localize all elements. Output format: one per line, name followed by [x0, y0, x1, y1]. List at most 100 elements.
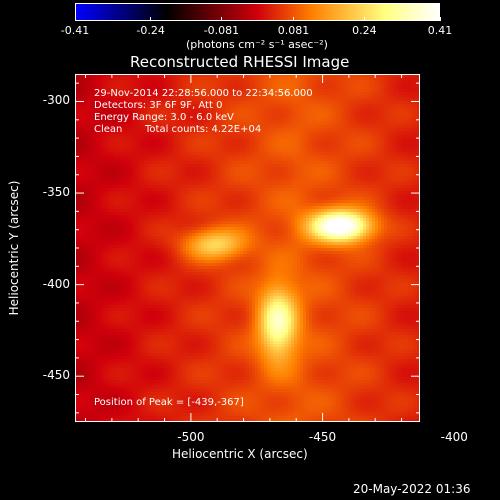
heatmap-cell: [90, 200, 94, 204]
heatmap-cell: [225, 194, 229, 198]
heatmap-cell: [330, 116, 334, 120]
heatmap-cell: [210, 77, 214, 81]
heatmap-cell: [243, 125, 247, 129]
heatmap-cell: [339, 77, 343, 81]
heatmap-cell: [288, 89, 292, 93]
heatmap-cell: [330, 152, 334, 156]
heatmap-cell: [108, 131, 112, 135]
heatmap-cell: [234, 137, 238, 141]
heatmap-cell: [399, 143, 403, 147]
heatmap-cell: [243, 83, 247, 87]
heatmap-cell: [336, 194, 340, 198]
heatmap-cell: [183, 203, 187, 207]
heatmap-cell: [180, 194, 184, 198]
heatmap-cell: [264, 131, 268, 135]
heatmap-cell: [348, 146, 352, 150]
heatmap-cell: [345, 167, 349, 171]
heatmap-cell: [270, 125, 274, 129]
heatmap-cell: [363, 143, 367, 147]
heatmap-cell: [372, 176, 376, 180]
heatmap-cell: [147, 176, 151, 180]
heatmap-cell: [417, 110, 420, 114]
colorbar-tick-mark: [74, 17, 76, 21]
heatmap-cell: [90, 128, 94, 132]
heatmap-cell: [363, 119, 367, 123]
heatmap-cell: [414, 194, 418, 198]
heatmap-cell: [255, 101, 259, 105]
heatmap-cell: [126, 77, 130, 81]
heatmap-cell: [192, 152, 196, 156]
heatmap-cell: [381, 179, 385, 183]
heatmap-cell: [186, 92, 190, 96]
heatmap-cell: [306, 197, 310, 201]
heatmap-cell: [357, 77, 361, 81]
heatmap-cell: [303, 149, 307, 153]
heatmap-cell: [405, 125, 409, 129]
heatmap-cell: [411, 92, 415, 96]
heatmap-cell: [324, 104, 328, 108]
heatmap-cell: [300, 107, 304, 111]
heatmap-cell: [384, 134, 388, 138]
heatmap-cell: [390, 83, 394, 87]
heatmap-cell: [96, 101, 100, 105]
heatmap-cell: [279, 161, 283, 165]
heatmap-cell: [396, 125, 400, 129]
heatmap-cell: [276, 173, 280, 177]
heatmap-cell: [234, 113, 238, 117]
heatmap-cell: [255, 140, 259, 144]
heatmap-cell: [378, 80, 382, 84]
heatmap-cell: [258, 101, 262, 105]
heatmap-cell: [381, 110, 385, 114]
heatmap-cell: [81, 143, 85, 147]
heatmap-cell: [321, 152, 325, 156]
heatmap-cell: [171, 194, 175, 198]
heatmap-cell: [156, 95, 160, 99]
heatmap-cell: [126, 143, 130, 147]
heatmap-cell: [201, 182, 205, 186]
heatmap-cell: [306, 83, 310, 87]
heatmap-cell: [162, 83, 166, 87]
heatmap-cell: [378, 116, 382, 120]
heatmap-cell: [414, 167, 418, 171]
heatmap-cell: [159, 170, 163, 174]
heatmap-cell: [204, 143, 208, 147]
heatmap-cell: [342, 134, 346, 138]
heatmap-cell: [183, 146, 187, 150]
heatmap-cell: [84, 131, 88, 135]
heatmap-cell: [132, 104, 136, 108]
heatmap-cell: [204, 185, 208, 189]
heatmap-cell: [126, 194, 130, 198]
heatmap-cell: [285, 110, 289, 114]
heatmap-cell: [318, 95, 322, 99]
heatmap-cell: [192, 128, 196, 132]
heatmap-cell: [75, 89, 79, 93]
heatmap-cell: [270, 170, 274, 174]
heatmap-cell: [390, 200, 394, 204]
heatmap-cell: [90, 125, 94, 129]
heatmap-cell: [111, 194, 115, 198]
heatmap-cell: [84, 140, 88, 144]
heatmap-cell: [180, 143, 184, 147]
heatmap-cell: [219, 131, 223, 135]
heatmap-cell: [270, 101, 274, 105]
heatmap-cell: [108, 113, 112, 117]
heatmap-cell: [411, 101, 415, 105]
heatmap-cell: [396, 74, 400, 78]
heatmap-cell: [123, 86, 127, 90]
heatmap-cell: [204, 134, 208, 138]
heatmap-cell: [297, 137, 301, 141]
heatmap-cell: [213, 161, 217, 165]
heatmap-cell: [408, 170, 412, 174]
heatmap-cell: [357, 197, 361, 201]
heatmap-cell: [348, 155, 352, 159]
heatmap-cell: [126, 179, 130, 183]
heatmap-cell: [201, 167, 205, 171]
heatmap-cell: [204, 158, 208, 162]
heatmap-cell: [159, 80, 163, 84]
heatmap-cell: [297, 182, 301, 186]
heatmap-cell: [393, 176, 397, 180]
heatmap-cell: [381, 80, 385, 84]
heatmap-cell: [156, 170, 160, 174]
heatmap-cell: [267, 200, 271, 204]
heatmap-cell: [387, 143, 391, 147]
